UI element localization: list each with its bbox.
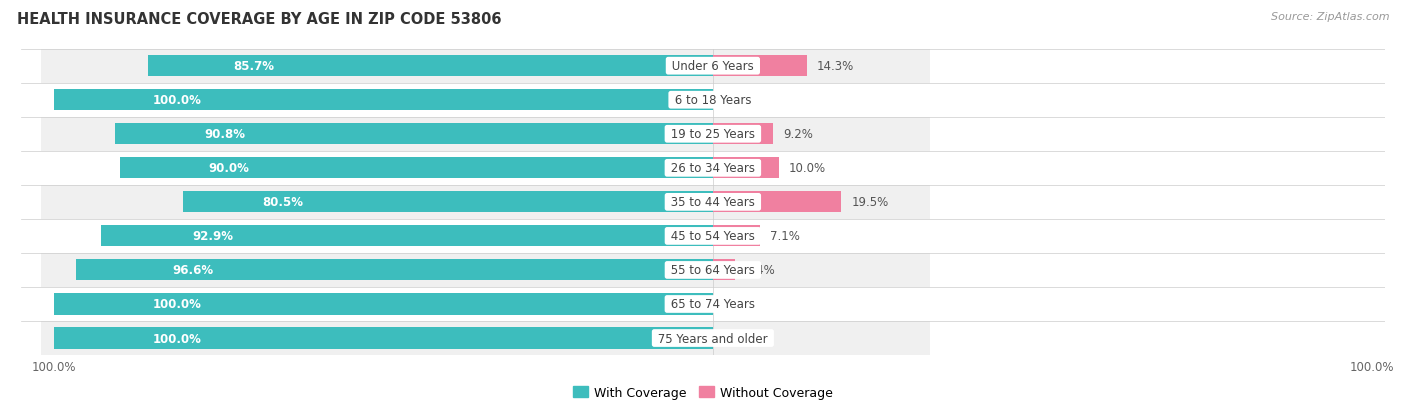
Text: 45 to 54 Years: 45 to 54 Years [666, 230, 759, 243]
Bar [41, 185, 931, 219]
Text: 90.8%: 90.8% [204, 128, 246, 141]
Text: 6 to 18 Years: 6 to 18 Years [671, 94, 755, 107]
Bar [713, 124, 773, 145]
Text: 0.0%: 0.0% [723, 332, 752, 345]
Text: 92.9%: 92.9% [193, 230, 233, 243]
Text: 14.3%: 14.3% [817, 60, 855, 73]
Bar [41, 117, 931, 152]
Text: HEALTH INSURANCE COVERAGE BY AGE IN ZIP CODE 53806: HEALTH INSURANCE COVERAGE BY AGE IN ZIP … [17, 12, 502, 27]
Bar [713, 226, 759, 247]
Text: 55 to 64 Years: 55 to 64 Years [666, 264, 759, 277]
Bar [41, 83, 931, 117]
Text: 80.5%: 80.5% [262, 196, 304, 209]
Text: 19.5%: 19.5% [851, 196, 889, 209]
Text: 7.1%: 7.1% [769, 230, 800, 243]
Text: Source: ZipAtlas.com: Source: ZipAtlas.com [1271, 12, 1389, 22]
Bar [53, 328, 713, 349]
Text: 96.6%: 96.6% [172, 264, 214, 277]
Text: 90.0%: 90.0% [209, 162, 250, 175]
Text: 65 to 74 Years: 65 to 74 Years [666, 298, 759, 311]
Text: 0.0%: 0.0% [723, 298, 752, 311]
Text: 100.0%: 100.0% [153, 94, 201, 107]
Bar [53, 294, 713, 315]
Text: 10.0%: 10.0% [789, 162, 825, 175]
Bar [115, 124, 713, 145]
Legend: With Coverage, Without Coverage: With Coverage, Without Coverage [568, 381, 838, 404]
Text: 9.2%: 9.2% [783, 128, 813, 141]
Bar [76, 260, 713, 281]
Bar [713, 56, 807, 77]
Bar [101, 226, 713, 247]
Text: 0.0%: 0.0% [723, 94, 752, 107]
Bar [41, 50, 931, 83]
Text: 75 Years and older: 75 Years and older [654, 332, 772, 345]
Text: 100.0%: 100.0% [153, 298, 201, 311]
Bar [120, 158, 713, 179]
Text: 26 to 34 Years: 26 to 34 Years [666, 162, 759, 175]
Text: 3.4%: 3.4% [745, 264, 775, 277]
Text: Under 6 Years: Under 6 Years [668, 60, 758, 73]
Bar [183, 192, 713, 213]
Bar [713, 260, 735, 281]
Bar [148, 56, 713, 77]
Bar [713, 192, 841, 213]
Bar [41, 253, 931, 287]
Text: 19 to 25 Years: 19 to 25 Years [666, 128, 759, 141]
Bar [41, 152, 931, 185]
Text: 35 to 44 Years: 35 to 44 Years [666, 196, 759, 209]
Text: 85.7%: 85.7% [233, 60, 274, 73]
Bar [53, 90, 713, 111]
Bar [41, 219, 931, 253]
Text: 100.0%: 100.0% [153, 332, 201, 345]
Bar [41, 321, 931, 355]
Bar [713, 158, 779, 179]
Bar [41, 287, 931, 321]
